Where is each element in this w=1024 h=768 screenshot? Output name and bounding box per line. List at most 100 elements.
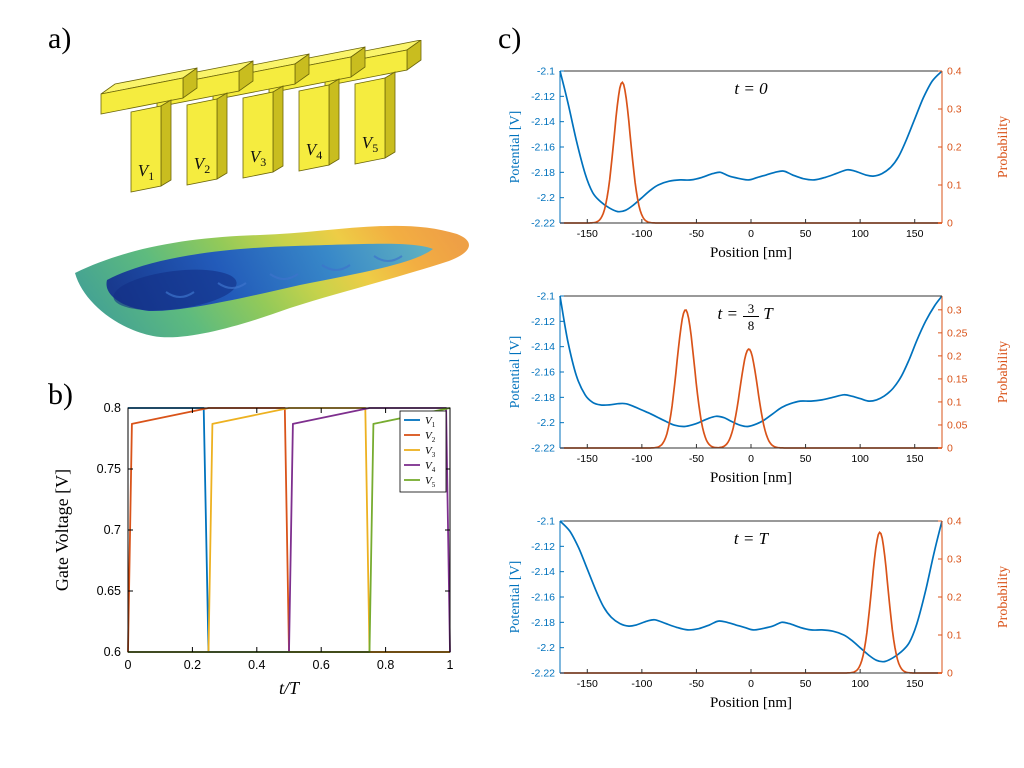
x-axis-label: Position [nm]	[710, 245, 792, 261]
x-tick-label: 50	[800, 453, 812, 465]
x-axis-label: t/T	[279, 678, 301, 697]
x-tick-label: -100	[631, 228, 652, 240]
legend-label-V1: V1	[425, 415, 436, 429]
y-axis-right: 0 0.1 0.2 0.3 0.4	[938, 66, 962, 230]
x-tick-label: -50	[689, 453, 704, 465]
gate-label-5: V5	[362, 133, 378, 155]
y-axis-left: -2.1 -2.12 -2.14 -2.16 -2.18 -2.2 -2.22	[531, 516, 564, 680]
y-tick-label: 0.75	[97, 462, 121, 476]
x-tick-label: -100	[631, 453, 652, 465]
gate-finger-front-face	[130, 105, 162, 193]
y-left-tick-label: -2.14	[531, 341, 555, 353]
y-right-tick-label: 0	[947, 218, 953, 230]
y-tick-label: 0.65	[97, 584, 121, 598]
x-tick-label: 0.6	[313, 658, 330, 672]
gate-electrode-1: V1	[100, 67, 198, 193]
y-axis-right: 0 0.1 0.2 0.3 0.4	[938, 516, 962, 680]
y-axis-right: 0 0.05 0.1 0.15 0.2 0.25 0.3	[938, 304, 968, 455]
y-left-tick-label: -2.18	[531, 167, 555, 179]
y-left-tick-label: -2.2	[537, 192, 555, 204]
y-tick-label: 0.6	[104, 645, 121, 659]
panel-b-label: b)	[48, 378, 73, 411]
left-axis-label: Potential [V]	[508, 111, 523, 184]
x-axis: 0 0.2 0.4 0.6 0.8 1	[125, 408, 454, 672]
y-right-tick-label: 0.1	[947, 630, 962, 642]
gate-bar-front-face	[100, 77, 184, 115]
y-right-tick-label: 0.3	[947, 554, 962, 566]
x-tick-label: 100	[851, 453, 869, 465]
y-left-tick-label: -2.12	[531, 541, 555, 553]
surface-ripple	[373, 255, 403, 262]
legend-label-V5: V5	[425, 475, 436, 489]
legend-label-V2: V2	[425, 430, 436, 444]
x-tick-label: -50	[689, 678, 704, 690]
y-left-tick-label: -2.18	[531, 617, 555, 629]
x-tick-label: 0	[748, 228, 754, 240]
gate-label-2: V2	[194, 154, 210, 176]
y-axis-left: -2.1 -2.12 -2.14 -2.16 -2.18 -2.2 -2.22	[531, 291, 564, 455]
y-right-tick-label: 0.1	[947, 396, 962, 408]
right-axis-label: Probability	[996, 116, 1011, 178]
surface-ripple	[321, 264, 351, 271]
subplot-title-denominator: 8	[748, 318, 755, 333]
x-tick-label: 150	[906, 453, 924, 465]
y-left-tick-label: -2.2	[537, 642, 555, 654]
y-left-tick-label: -2.14	[531, 566, 555, 578]
subplot-tT: -150 -100 -50 0 50 100 150-2.1-2.12-2.14-2.16-…	[508, 516, 1011, 712]
y-left-tick-label: -2.2	[537, 417, 555, 429]
y-right-tick-label: 0.15	[947, 373, 968, 385]
right-axis-label: Probability	[996, 341, 1011, 403]
y-axis: 0.6 0.65 0.7 0.75 0.8	[97, 401, 450, 659]
y-right-tick-label: 0	[947, 443, 953, 455]
x-axis: -150 -100 -50 0 50 100 150	[577, 219, 924, 240]
probability-curve	[560, 81, 942, 224]
subplot-title-prefix: t =	[718, 304, 738, 323]
potential-curve	[559, 70, 943, 213]
y-left-tick-label: -2.12	[531, 91, 555, 103]
gate-finger-side-face	[272, 85, 284, 173]
x-axis: -150 -100 -50 0 50 100 150	[577, 444, 924, 465]
gate-finger-front-face	[242, 91, 274, 179]
left-axis-label: Potential [V]	[508, 336, 523, 409]
gate-finger-front-face	[298, 84, 330, 172]
x-tick-label: 150	[906, 678, 924, 690]
y-left-tick-label: -2.1	[537, 516, 555, 528]
y-left-tick-label: -2.16	[531, 142, 555, 154]
potential-probability-chart-t38: -150 -100 -50 0 50 100 150-2.1-2.12-2.14-2.16-…	[508, 291, 1011, 487]
x-axis-label: Position [nm]	[710, 695, 792, 711]
gate-electrodes: V5 V4 V3 V2 V1	[100, 40, 422, 193]
y-right-tick-label: 0.2	[947, 142, 962, 154]
x-tick-label: 0	[125, 658, 132, 672]
x-axis: -150 -100 -50 0 50 100 150	[577, 669, 924, 690]
subplot-title-numerator: 3	[748, 301, 755, 316]
y-right-tick-label: 0.3	[947, 304, 962, 316]
probability-curve	[560, 531, 942, 674]
x-tick-label: -50	[689, 228, 704, 240]
y-right-tick-label: 0.2	[947, 592, 962, 604]
device-schematic: V5 V4 V3 V2 V1	[75, 40, 469, 338]
y-tick-label: 0.8	[104, 401, 121, 415]
subplot-title: t = T	[734, 529, 770, 548]
x-tick-label: 0.4	[248, 658, 265, 672]
x-tick-label: 100	[851, 228, 869, 240]
potential-probability-chart-tT: -150 -100 -50 0 50 100 150-2.1-2.12-2.14-2.16-…	[508, 516, 1011, 712]
y-right-tick-label: 0.05	[947, 419, 968, 431]
gate-finger-side-face	[160, 99, 172, 187]
potential-curve	[559, 295, 943, 428]
gate-label-3: V3	[250, 147, 266, 169]
surface-deep-well	[113, 269, 237, 311]
y-axis-label: Gate Voltage [V]	[52, 469, 72, 591]
gate-voltage-chart: 0 0.2 0.4 0.6 0.8 1 0.6 0.65 0.7 0.75 0.8 t/T Gate V…	[52, 401, 454, 697]
x-tick-label: -150	[577, 228, 598, 240]
y-right-tick-label: 0.3	[947, 104, 962, 116]
y-tick-label: 0.7	[104, 523, 121, 537]
x-tick-label: -150	[577, 453, 598, 465]
surface-ripple	[269, 273, 299, 280]
x-tick-label: 0	[748, 678, 754, 690]
x-tick-label: 0.8	[377, 658, 394, 672]
potential-curve	[559, 520, 943, 663]
y-left-tick-label: -2.22	[531, 443, 555, 455]
gate-electrode-4: V4	[268, 46, 366, 172]
